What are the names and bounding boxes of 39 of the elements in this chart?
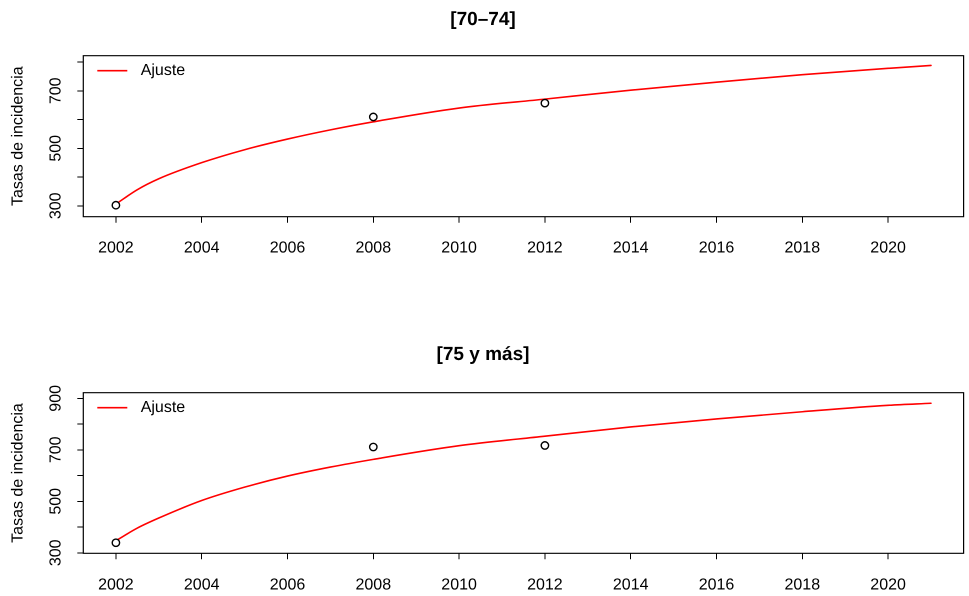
- x-tick-label: 2012: [527, 240, 563, 257]
- x-tick-label: 2002: [98, 576, 134, 594]
- x-tick-label: 2020: [870, 576, 906, 594]
- chart-title: [70–74]: [450, 9, 516, 30]
- y-tick-label: 500: [47, 134, 64, 162]
- y-axis-title: Tasas de incidencia: [9, 66, 26, 206]
- x-tick-label: 2020: [870, 240, 906, 257]
- x-tick-label: 2016: [698, 576, 734, 594]
- x-tick-label: 2010: [441, 576, 477, 594]
- point: [112, 200, 120, 210]
- x-tick-label: 2004: [184, 240, 220, 257]
- y-axis-title: Tasas de incidencia: [9, 403, 26, 543]
- x-tick-label: 2016: [698, 240, 734, 257]
- y-tick-label: 700: [47, 77, 64, 104]
- x-tick-label: 2008: [356, 576, 392, 594]
- x-tick-label: 2010: [441, 240, 477, 257]
- point: [540, 441, 550, 450]
- x-tick-label: 2014: [612, 240, 649, 257]
- y-tick-label: 300: [47, 539, 64, 566]
- y-tick-label: 500: [47, 488, 64, 515]
- chart-title: [75 y más]: [436, 344, 530, 366]
- legend-label: Ajuste: [140, 399, 186, 416]
- y-tick-label: 700: [47, 436, 64, 464]
- x-tick-label: 2012: [527, 576, 563, 594]
- x-tick-label: 2004: [184, 576, 220, 594]
- y-tick-label: 300: [47, 192, 64, 220]
- point: [540, 98, 550, 108]
- point: [112, 538, 120, 548]
- legend-label: Ajuste: [140, 62, 186, 80]
- x-tick-label: 2014: [612, 576, 649, 594]
- point: [368, 112, 378, 122]
- point: [368, 442, 378, 452]
- x-tick-label: 2018: [784, 576, 820, 594]
- x-tick-label: 2008: [356, 240, 392, 257]
- x-tick-label: 2006: [270, 576, 306, 594]
- x-tick-label: 2018: [784, 240, 820, 257]
- x-tick-label: 2002: [98, 240, 134, 257]
- x-tick-label: 2006: [270, 240, 306, 257]
- y-tick-label: 900: [47, 384, 64, 412]
